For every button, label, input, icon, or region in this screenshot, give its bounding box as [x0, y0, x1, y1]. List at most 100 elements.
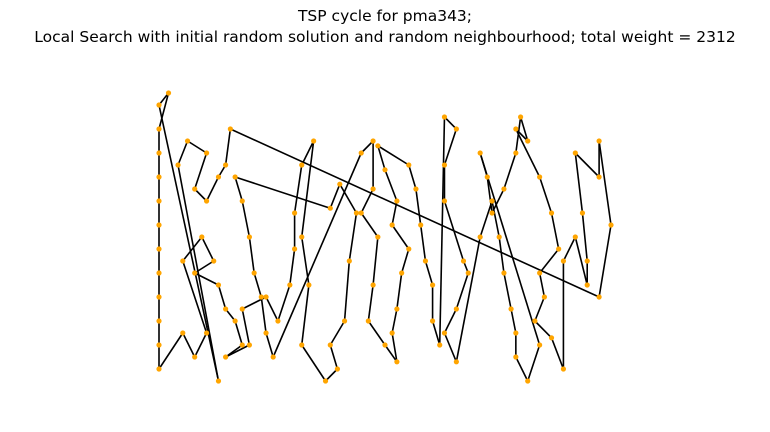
city-node [489, 198, 495, 204]
city-node [227, 126, 233, 132]
city-node [394, 198, 400, 204]
city-node [441, 114, 448, 120]
tour-edge [205, 176, 220, 202]
city-node [508, 306, 514, 312]
tour-edge [438, 116, 446, 346]
tour-edge [177, 164, 220, 382]
tour-edge [503, 272, 512, 310]
city-node [394, 306, 400, 312]
tour-edge [486, 176, 493, 214]
city-node [292, 246, 298, 252]
city-node [184, 138, 191, 144]
city-node [389, 222, 395, 228]
city-node [311, 138, 317, 144]
city-node [441, 330, 448, 336]
tour-edge [277, 284, 291, 322]
city-node [223, 162, 229, 168]
city-node [341, 318, 348, 324]
city-node [477, 150, 483, 156]
city-node [608, 222, 614, 228]
city-node [541, 294, 547, 300]
city-node [579, 210, 586, 216]
tour-edge [329, 320, 346, 346]
tour-edge [230, 128, 600, 298]
city-node [156, 366, 162, 372]
city-node [537, 342, 543, 348]
city-node [175, 162, 181, 168]
tour-edge [234, 176, 244, 202]
city-node [525, 138, 531, 144]
tour-edge [360, 140, 374, 154]
city-node [365, 318, 371, 324]
tour-edge [538, 176, 553, 214]
tour-edge [182, 332, 196, 358]
tour-edge [265, 296, 279, 322]
city-node [501, 186, 507, 192]
city-node [418, 222, 424, 228]
city-node [513, 330, 519, 336]
chart-title-line-2: Local Search with initial random solutio… [34, 28, 736, 46]
city-node [180, 330, 186, 336]
city-node [413, 186, 419, 192]
tour-edge [182, 260, 208, 334]
tour-edge [515, 356, 529, 382]
tour-edge [562, 236, 577, 262]
tour-edge [194, 188, 208, 202]
tour-edge [201, 236, 215, 262]
city-node [292, 210, 298, 216]
tour-edge [455, 272, 470, 310]
city-node [513, 354, 519, 360]
tour-edge [479, 152, 489, 178]
city-node [239, 198, 245, 204]
city-node [484, 174, 490, 180]
city-node [263, 330, 269, 336]
tour-edge [519, 116, 529, 142]
city-node [287, 282, 293, 288]
tour-edge [324, 368, 338, 382]
city-node [513, 150, 519, 156]
tour-edge [177, 140, 189, 166]
city-node [337, 181, 343, 187]
tour-edge [301, 140, 315, 166]
city-node [532, 318, 538, 324]
tour-edge [515, 128, 541, 178]
tour-edge [598, 224, 612, 298]
city-node [346, 258, 352, 264]
city-node [441, 198, 448, 204]
city-node [429, 282, 436, 288]
city-node [358, 150, 364, 156]
tour-edge [598, 140, 612, 226]
city-node [199, 234, 205, 240]
tour-edge [391, 308, 398, 334]
city-node [180, 258, 186, 264]
tour-edge [574, 236, 588, 286]
tour-edge [253, 272, 263, 298]
city-node [596, 138, 602, 144]
tour-edge [574, 152, 584, 214]
city-node [596, 174, 602, 180]
tour-edge [415, 188, 422, 226]
city-node [453, 126, 459, 132]
tour-edge [498, 236, 505, 274]
city-node [156, 174, 162, 180]
city-node [465, 270, 471, 276]
tour-edge [301, 344, 327, 382]
tour-edge [248, 236, 255, 274]
city-node [275, 318, 281, 324]
tour-edge [367, 320, 386, 346]
tour-edge [534, 320, 553, 339]
tour-edge [234, 176, 331, 209]
tour-edge [293, 164, 303, 214]
city-node [156, 270, 162, 276]
tour-edge [234, 320, 244, 346]
city-node [192, 270, 198, 276]
city-node [322, 378, 329, 384]
city-node [453, 306, 459, 312]
tour-edge [396, 272, 403, 310]
city-node [375, 143, 381, 149]
city-node [370, 186, 376, 192]
city-node [513, 126, 519, 132]
city-node [441, 162, 448, 168]
tour-edge [300, 140, 315, 238]
city-node [223, 306, 229, 312]
